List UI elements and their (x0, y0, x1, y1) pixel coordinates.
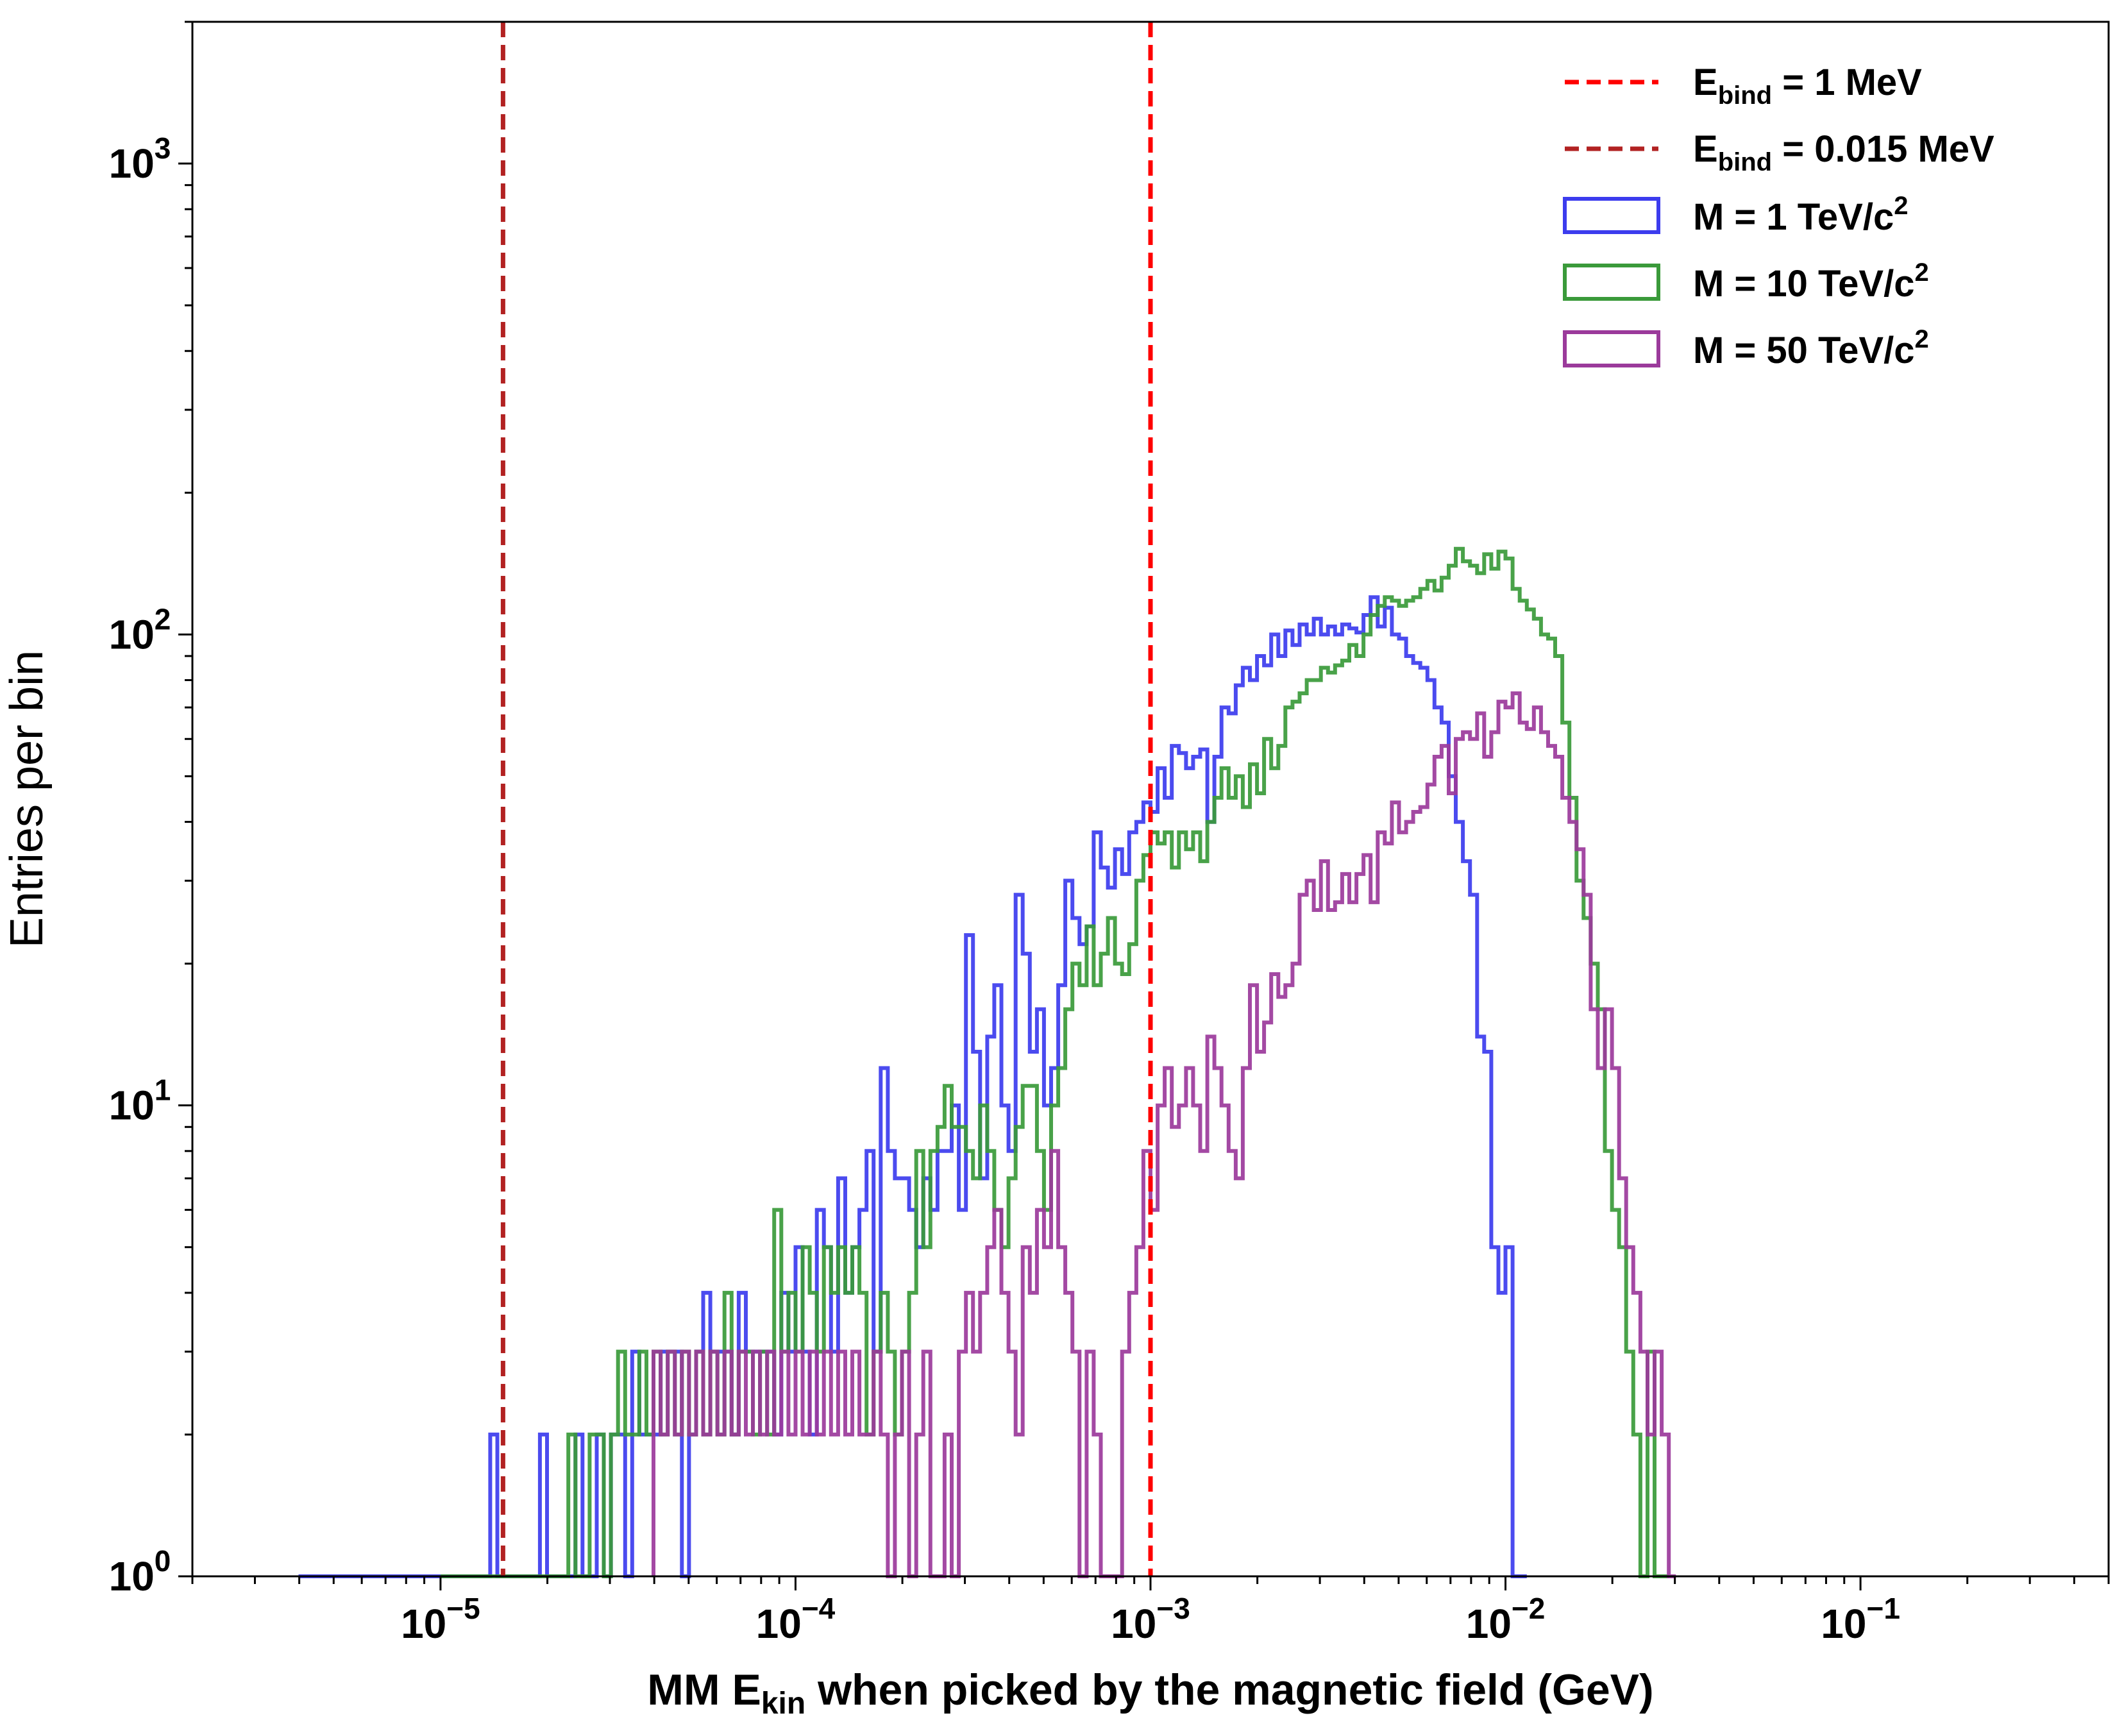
y-tick-label: 103 (109, 131, 171, 187)
legend-swatch-m10tev (1563, 264, 1660, 301)
x-tick-label: 10−4 (756, 1592, 836, 1647)
legend-swatch-m1tev (1563, 197, 1660, 234)
histogram-series-3 (652, 691, 1676, 1578)
y-axis-label: Entries per bin (1, 650, 53, 948)
x-tick-label: 10−3 (1111, 1592, 1190, 1647)
legend-swatch-m50tev (1563, 330, 1660, 367)
legend-label-m50tev: M = 50 TeV/c2 (1693, 325, 1929, 371)
axis-ticks: 10−5 10−4 10−3 10−2 10−1 100 101 102 103 (109, 21, 2110, 1647)
legend-label-m10tev: M = 10 TeV/c2 (1693, 258, 1929, 305)
legend: Ebind = 1 MeV Ebind = 0.015 MeV M = 1 Te… (1563, 62, 1994, 371)
y-tick-label: 101 (109, 1074, 171, 1129)
plot-area (298, 22, 1676, 1578)
x-tick-label: 10−5 (401, 1592, 480, 1647)
y-tick-label: 100 (109, 1544, 171, 1599)
legend-label-m1tev: M = 1 TeV/c2 (1693, 192, 1908, 238)
x-tick-label: 10−1 (1821, 1592, 1900, 1647)
legend-label-ebind-1mev: Ebind = 1 MeV (1693, 62, 1922, 110)
x-tick-label: 10−2 (1466, 1592, 1546, 1647)
y-tick-label: 102 (109, 602, 171, 657)
legend-label-ebind-0015mev: Ebind = 0.015 MeV (1693, 128, 1994, 176)
x-axis-label: MM Ekin when picked by the magnetic fiel… (647, 1665, 1653, 1721)
